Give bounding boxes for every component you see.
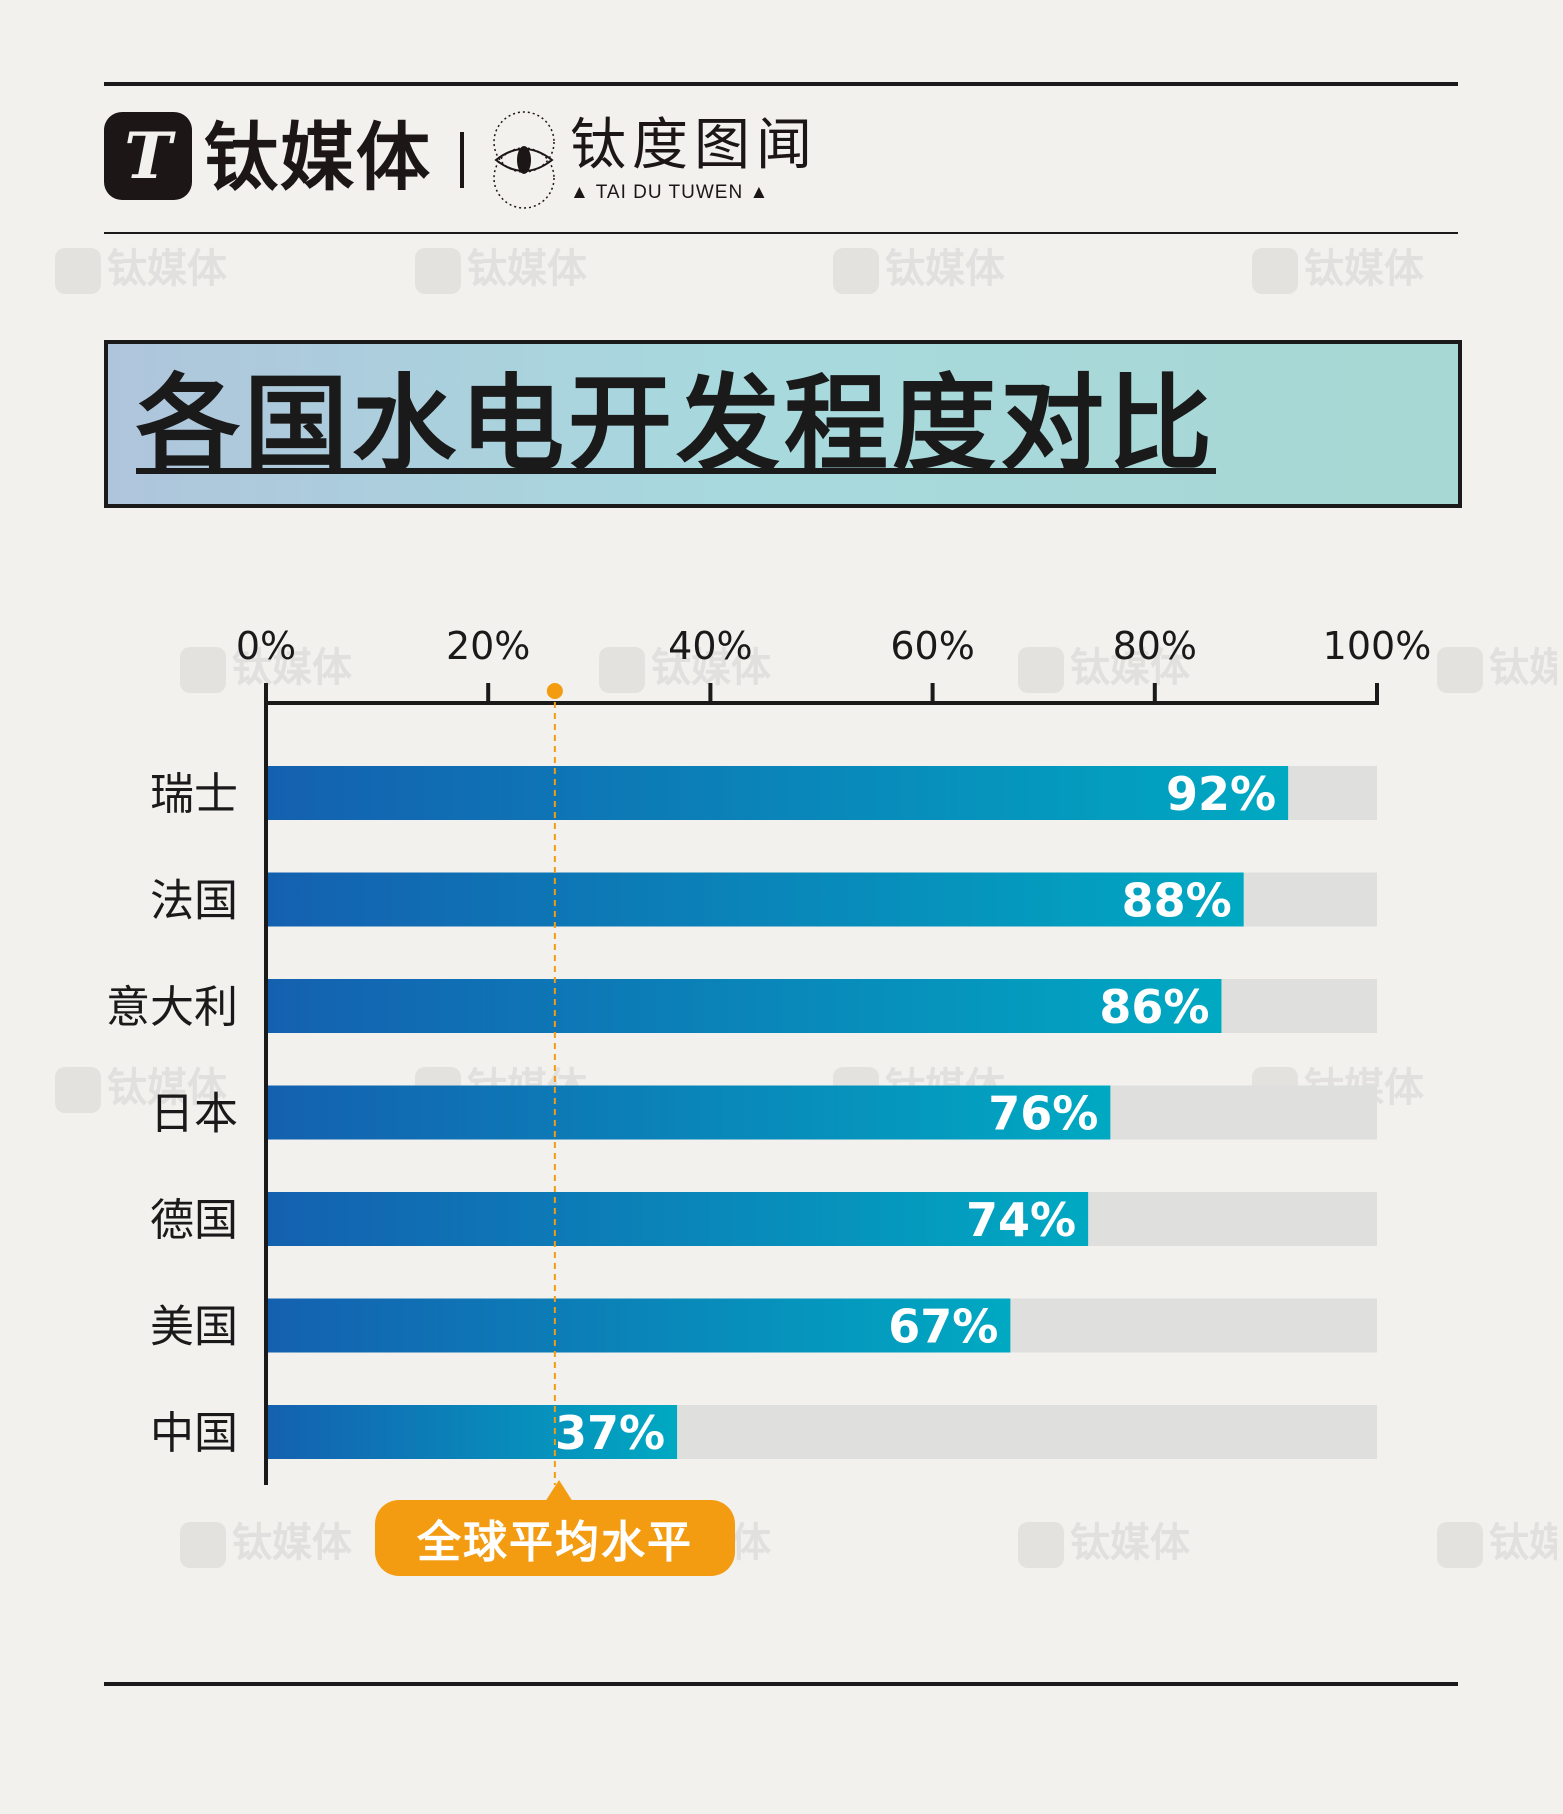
bottom-rule: [104, 1682, 1458, 1686]
category-label: 中国: [150, 1408, 238, 1459]
top-rule: [104, 82, 1458, 86]
value-label: 67%: [888, 1300, 998, 1354]
bar: [266, 1405, 678, 1459]
bar: [266, 1192, 1089, 1246]
value-label: 92%: [1166, 767, 1276, 821]
bar: [266, 872, 1244, 927]
header-separator: [460, 132, 464, 188]
watermark: 钛媒体: [415, 236, 587, 294]
chart-title: 各国水电开发程度对比: [136, 363, 1217, 485]
category-label: 日本: [150, 1089, 238, 1140]
watermark: 钛媒体: [1437, 1510, 1557, 1568]
brand-logo-icon: T: [104, 112, 192, 200]
x-tick-label: 0%: [236, 624, 296, 668]
watermark: 钛媒体: [1018, 1510, 1190, 1568]
watermark: 钛媒体: [180, 1510, 352, 1568]
x-tick-label: 100%: [1323, 624, 1432, 668]
x-tick-label: 80%: [1113, 624, 1197, 668]
header-rule: [104, 232, 1458, 234]
bar: [266, 766, 1289, 820]
value-label: 76%: [988, 1087, 1098, 1141]
category-label: 意大利: [106, 982, 238, 1033]
sub-brand-name: 钛度图闻: [570, 113, 818, 178]
x-tick-label: 40%: [668, 624, 752, 668]
average-marker: [546, 683, 563, 699]
bar: [266, 1298, 1011, 1353]
bar: [266, 979, 1222, 1033]
value-label: 37%: [555, 1406, 665, 1460]
x-tick-label: 20%: [446, 624, 530, 668]
category-label: 德国: [150, 1195, 238, 1246]
average-pointer: [545, 1480, 573, 1502]
bar-chart: 0% 20% 40% 60% 80% 100% 瑞士 92% 法国 88% 意大利 86% 日本 76%…: [106, 624, 1432, 1485]
category-label: 法国: [150, 876, 238, 927]
header: T 钛媒体 钛度图闻 ▲ TAI DU TUWEN ▲: [104, 110, 904, 209]
bar: [266, 1085, 1111, 1140]
value-label: 74%: [966, 1193, 1076, 1247]
title-box: 各国水电开发程度对比: [104, 340, 1462, 508]
category-label: 美国: [150, 1302, 238, 1353]
value-label: 88%: [1122, 874, 1232, 928]
sub-brand-english: ▲ TAI DU TUWEN ▲: [570, 182, 770, 203]
average-label: 全球平均水平: [375, 1500, 735, 1576]
watermark: 钛媒体: [833, 236, 1005, 294]
watermark: 钛媒体: [1252, 236, 1424, 294]
value-label: 86%: [1099, 980, 1209, 1034]
brand-name: 钛媒体: [204, 115, 432, 201]
category-label: 瑞士: [150, 769, 238, 820]
eye-logo-icon: [493, 111, 555, 209]
watermark: 钛媒体: [55, 236, 227, 294]
x-tick-label: 60%: [890, 624, 974, 668]
